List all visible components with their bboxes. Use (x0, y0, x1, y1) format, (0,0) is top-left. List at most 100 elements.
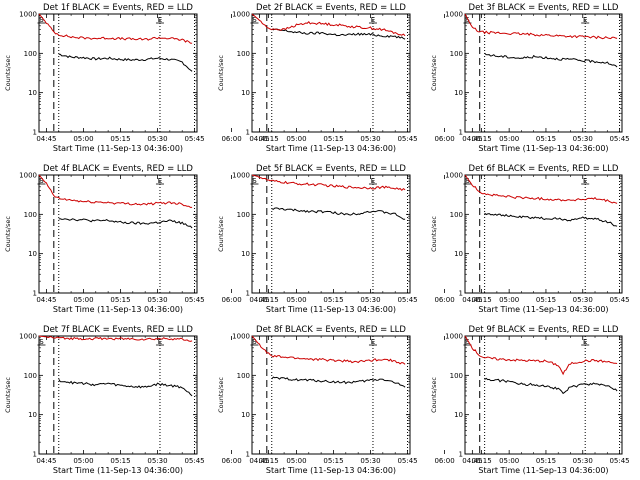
flag-label-s: S (465, 177, 470, 185)
x-tick-label: 05:00 (499, 457, 519, 465)
x-tick-label: 05:45 (397, 296, 417, 304)
y-tick-label: 1000 (19, 333, 37, 341)
x-tick-label: 05:30 (573, 457, 593, 465)
x-tick-label: 05:00 (499, 135, 519, 143)
x-tick-label: 05:15 (110, 457, 130, 465)
chart-panel-2: Det 2f BLACK = Events, RED = LLD Counts/s… (217, 3, 492, 153)
chart-title: Det 2f BLACK = Events, RED = LLD (256, 3, 406, 13)
chart-title: Det 7f BLACK = Events, RED = LLD (43, 325, 193, 335)
x-tick-label: 05:45 (184, 135, 204, 143)
chart-panel-1: Det 1f BLACK = Events, RED = LLD Counts/s… (4, 3, 279, 153)
x-tick-label: 06:15 (259, 135, 279, 143)
y-tick-label: 10 (241, 89, 250, 97)
plot-frame (251, 335, 411, 455)
x-tick-label: 05:00 (286, 457, 306, 465)
x-tick-label: 04:45 (249, 457, 269, 465)
y-tick-label: 1 (246, 129, 250, 137)
flag-label-s: S (252, 338, 257, 346)
flag-label-e: E (158, 177, 162, 185)
x-tick-label: 04:45 (36, 135, 56, 143)
series-line-lld (38, 335, 193, 342)
x-tick-label: 04:45 (36, 296, 56, 304)
x-axis-label: Start Time (11-Sep-13 04:36:00) (266, 144, 396, 153)
x-tick-label: 06:15 (472, 135, 492, 143)
flag-label-s: S (465, 338, 470, 346)
x-tick-label: 04:45 (249, 296, 269, 304)
x-axis-label: Start Time (11-Sep-13 04:36:00) (53, 466, 183, 475)
y-axis-label: Counts/sec (4, 55, 12, 91)
chart-title: Det 4f BLACK = Events, RED = LLD (43, 164, 193, 174)
flag-label-e: E (583, 16, 587, 24)
flag-label-s: S (39, 177, 44, 185)
series-line-lld (38, 174, 193, 208)
series-line-lld (38, 13, 193, 44)
x-axis-label: Start Time (11-Sep-13 04:36:00) (478, 305, 608, 314)
x-tick-label: 05:15 (536, 135, 556, 143)
y-axis-label: Counts/sec (217, 216, 225, 252)
chart-title: Det 3f BLACK = Events, RED = LLD (469, 3, 619, 13)
y-tick-label: 1000 (445, 333, 463, 341)
plot-frame (251, 13, 411, 133)
x-tick-label: 04:45 (462, 296, 482, 304)
y-tick-label: 100 (450, 50, 463, 58)
x-tick-label: 05:30 (147, 135, 167, 143)
y-tick-label: 100 (237, 211, 250, 219)
x-tick-label: 06:15 (472, 296, 492, 304)
flag-label-e: E (371, 338, 375, 346)
y-tick-label: 100 (24, 50, 37, 58)
x-tick-label: 05:15 (110, 296, 130, 304)
y-tick-label: 10 (454, 411, 463, 419)
flag-label-e: E (371, 16, 375, 24)
x-tick-label: 05:00 (499, 296, 519, 304)
x-tick-label: 05:30 (573, 135, 593, 143)
series-line-events (271, 28, 406, 40)
series-line-events (58, 379, 193, 397)
y-axis-label: Counts/sec (4, 377, 12, 413)
x-tick-label: 06:00 (434, 135, 454, 143)
series-line-events (271, 376, 406, 388)
x-tick-label: 06:15 (259, 457, 279, 465)
x-tick-label: 05:15 (110, 135, 130, 143)
x-tick-label: 05:45 (609, 135, 629, 143)
flag-label-e: E (583, 338, 587, 346)
y-tick-label: 100 (24, 372, 37, 380)
x-axis-label: Start Time (11-Sep-13 04:36:00) (478, 466, 608, 475)
x-tick-label: 06:00 (221, 296, 241, 304)
plot-frame (464, 335, 623, 455)
x-axis-label: Start Time (11-Sep-13 04:36:00) (266, 305, 396, 314)
y-tick-label: 10 (28, 89, 37, 97)
flag-label-s: S (39, 16, 44, 24)
chart-panel-4: Det 4f BLACK = Events, RED = LLD Counts/s… (4, 164, 279, 314)
y-tick-label: 1000 (232, 11, 250, 19)
x-tick-label: 04:45 (249, 135, 269, 143)
x-tick-label: 05:00 (286, 135, 306, 143)
chart-title: Det 5f BLACK = Events, RED = LLD (256, 164, 406, 174)
y-tick-label: 10 (28, 250, 37, 258)
flag-label-e: E (158, 338, 162, 346)
x-tick-label: 05:45 (397, 135, 417, 143)
x-tick-label: 05:30 (147, 457, 167, 465)
flag-label-s: S (252, 16, 257, 24)
y-tick-label: 1000 (232, 333, 250, 341)
y-tick-label: 1000 (445, 11, 463, 19)
chart-title: Det 8f BLACK = Events, RED = LLD (256, 325, 406, 335)
x-tick-label: 06:15 (259, 296, 279, 304)
x-tick-label: 05:15 (323, 296, 343, 304)
y-tick-label: 1 (459, 451, 463, 459)
y-axis-label: Counts/sec (430, 377, 438, 413)
flag-label-e: E (158, 16, 162, 24)
y-tick-label: 1 (459, 129, 463, 137)
y-tick-label: 10 (454, 250, 463, 258)
flag-label-s: S (39, 338, 44, 346)
x-tick-label: 05:00 (286, 296, 306, 304)
x-tick-label: 06:00 (434, 457, 454, 465)
y-axis-label: Counts/sec (4, 216, 12, 252)
chart-panel-8: Det 8f BLACK = Events, RED = LLD Counts/s… (217, 325, 492, 475)
x-tick-label: 05:00 (73, 457, 93, 465)
y-tick-label: 1 (33, 451, 37, 459)
y-tick-label: 1 (246, 290, 250, 298)
x-tick-label: 05:15 (323, 457, 343, 465)
x-tick-label: 05:30 (360, 135, 380, 143)
x-tick-label: 05:45 (184, 296, 204, 304)
x-tick-label: 05:30 (360, 457, 380, 465)
